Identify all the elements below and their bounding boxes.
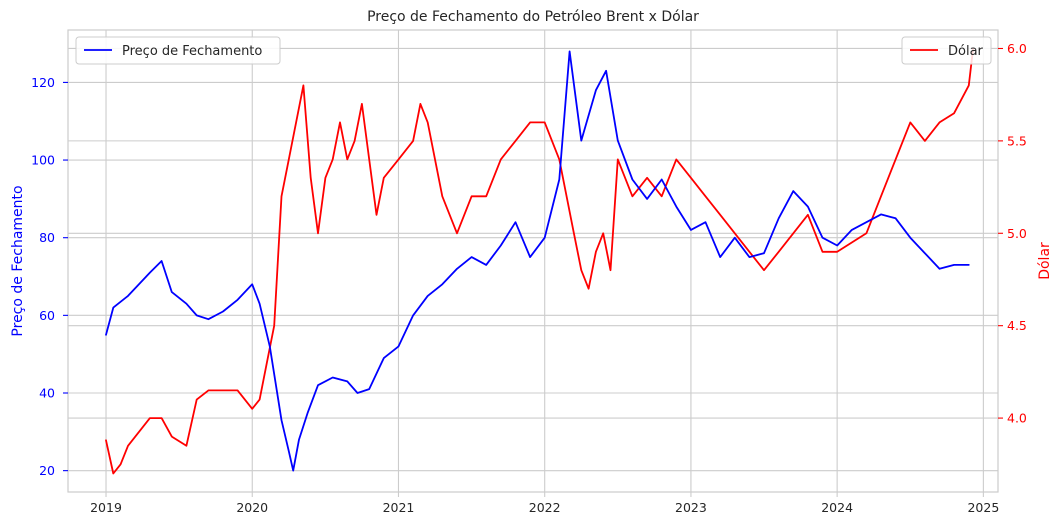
right-axis-ticks: 4.0 4.5 5.0 5.5 6.0 xyxy=(998,41,1027,426)
x-tick-label: 2019 xyxy=(90,500,122,515)
left-axis-ticks: 20 40 60 80 100 120 xyxy=(31,75,68,478)
series-line-preco-fechamento xyxy=(105,50,970,472)
left-tick-label: 20 xyxy=(39,463,55,478)
right-tick-label: 4.5 xyxy=(1007,318,1027,333)
chart-title: Preço de Fechamento do Petróleo Brent x … xyxy=(367,9,699,25)
legend-right-box xyxy=(901,36,992,65)
x-tick-label: 2024 xyxy=(821,500,853,515)
left-tick-label: 60 xyxy=(39,308,55,323)
legend-left: Preço de Fechamento xyxy=(75,36,281,65)
left-tick-label: 100 xyxy=(31,153,55,168)
x-tick-label: 2025 xyxy=(967,500,999,515)
plot-frame xyxy=(67,29,999,493)
x-tick-label: 2021 xyxy=(383,500,415,515)
x-tick-label: 2020 xyxy=(236,500,268,515)
left-tick-label: 40 xyxy=(39,386,55,401)
grid xyxy=(68,30,998,492)
x-axis-ticks: 2019 2020 2021 2022 2023 2024 2025 xyxy=(90,492,999,515)
legend-right: Dólar xyxy=(901,36,992,65)
right-tick-label: 4.0 xyxy=(1007,411,1027,426)
left-axis-title: Preço de Fechamento xyxy=(10,185,26,336)
right-axis-title: Dólar xyxy=(1037,242,1053,280)
right-tick-label: 5.5 xyxy=(1007,133,1027,148)
x-tick-label: 2022 xyxy=(529,500,561,515)
right-tick-label: 5.0 xyxy=(1007,226,1027,241)
left-tick-label: 120 xyxy=(31,75,55,90)
series-layer xyxy=(105,47,974,475)
left-tick-label: 80 xyxy=(39,230,55,245)
legend-left-label: Preço de Fechamento xyxy=(122,44,262,59)
series-line-dolar xyxy=(105,47,974,475)
legend-left-box xyxy=(75,36,281,65)
x-tick-label: 2023 xyxy=(675,500,707,515)
right-tick-label: 6.0 xyxy=(1007,41,1027,56)
legend-right-label: Dólar xyxy=(948,44,984,59)
